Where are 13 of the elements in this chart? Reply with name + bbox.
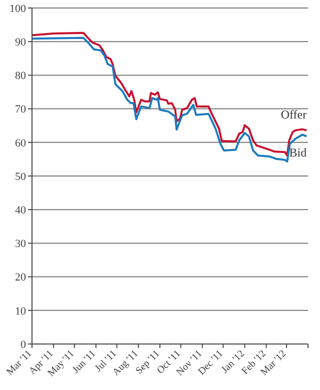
y-tick-label: 40 bbox=[15, 204, 26, 217]
series-label: Offer bbox=[280, 107, 307, 122]
y-tick-label: 90 bbox=[15, 36, 26, 49]
y-tick-label: 70 bbox=[15, 104, 26, 116]
y-tick-label: 10 bbox=[15, 305, 26, 318]
y-tick-label: 80 bbox=[15, 70, 26, 82]
y-tick-label: 60 bbox=[15, 137, 26, 150]
y-tick-label: 20 bbox=[15, 272, 26, 284]
series-label: Bid bbox=[289, 145, 307, 160]
y-tick-label: 100 bbox=[10, 2, 26, 15]
y-tick-label: 50 bbox=[15, 170, 26, 183]
y-tick-label: 0 bbox=[20, 338, 26, 351]
y-tick-label: 30 bbox=[15, 238, 26, 250]
